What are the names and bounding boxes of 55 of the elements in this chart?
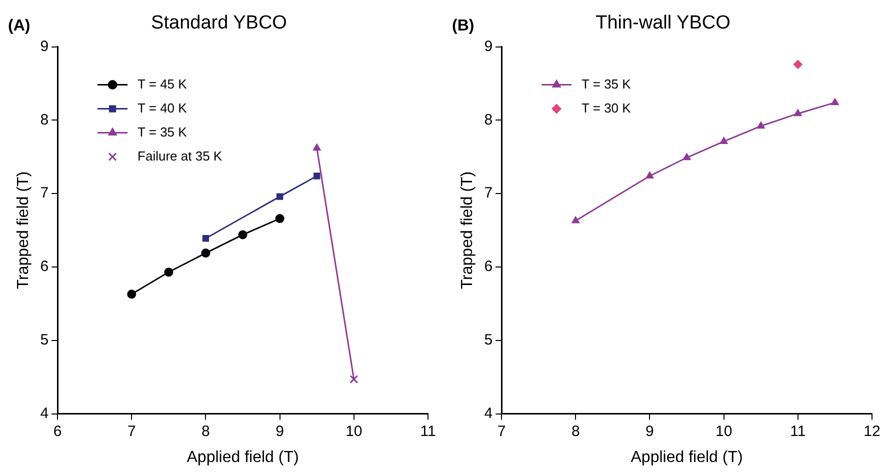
point [830, 98, 839, 106]
y-tick-label: 4 [40, 404, 49, 422]
legend-label: T = 45 K [138, 76, 188, 92]
y-tick-label: 6 [40, 258, 49, 276]
point [794, 109, 802, 116]
legend-label: T = 35 K [582, 76, 632, 92]
x-tick-label: 12 [864, 422, 880, 440]
legend-label: T = 40 K [138, 100, 188, 116]
point [164, 268, 174, 277]
point [275, 214, 284, 224]
y-tick-label: 9 [484, 38, 493, 55]
point [238, 230, 248, 240]
x-tick-label: 6 [53, 422, 62, 440]
x-tick-label: 11 [420, 422, 436, 440]
legend-label: T = 35 K [138, 124, 188, 140]
point [276, 193, 284, 200]
x-tick-label: 9 [276, 422, 284, 440]
x-tick-label: 9 [646, 422, 654, 440]
y-tick-label: 5 [40, 332, 49, 349]
text: (B) [452, 17, 474, 34]
x-tick-label: 10 [715, 422, 732, 440]
x-tick-label: 11 [790, 422, 806, 440]
point [646, 171, 654, 178]
x-tick-label: 10 [346, 422, 362, 440]
y-tick-label: 7 [484, 184, 493, 202]
point [202, 235, 210, 242]
chart-title: Standard YBCO [151, 12, 287, 34]
text: (A) [8, 17, 30, 34]
point [572, 216, 580, 224]
point [314, 172, 320, 180]
y-tick-label: 8 [40, 111, 49, 128]
point [127, 290, 136, 299]
chart-title: Thin-wall YBCO [596, 12, 730, 34]
point [720, 136, 728, 144]
x-tick-label: 8 [202, 422, 210, 440]
legend-label: Failure at 35 K [138, 148, 222, 164]
point [793, 60, 802, 69]
x-tick-label: 7 [497, 422, 506, 440]
y-tick-label: 6 [484, 258, 493, 276]
y-tick-label: 9 [40, 38, 49, 55]
point [682, 153, 691, 160]
point [350, 375, 358, 384]
x-tick-label: 8 [571, 422, 580, 440]
y-tick-label: 7 [40, 184, 49, 202]
x-axis-title: Applied field (T) [186, 448, 299, 466]
x-tick-label: 7 [127, 422, 136, 440]
y-axis-title: Trapped field (T) [15, 171, 32, 290]
y-tick-label: 8 [484, 111, 493, 128]
x-axis-title: Applied field (T) [630, 448, 743, 466]
legend-label: T = 30 K [582, 100, 632, 116]
point [756, 122, 765, 129]
y-tick-label: 5 [484, 332, 493, 349]
y-tick-label: 4 [484, 404, 493, 422]
y-axis-title: Trapped field (T) [459, 171, 476, 290]
point [201, 248, 210, 258]
